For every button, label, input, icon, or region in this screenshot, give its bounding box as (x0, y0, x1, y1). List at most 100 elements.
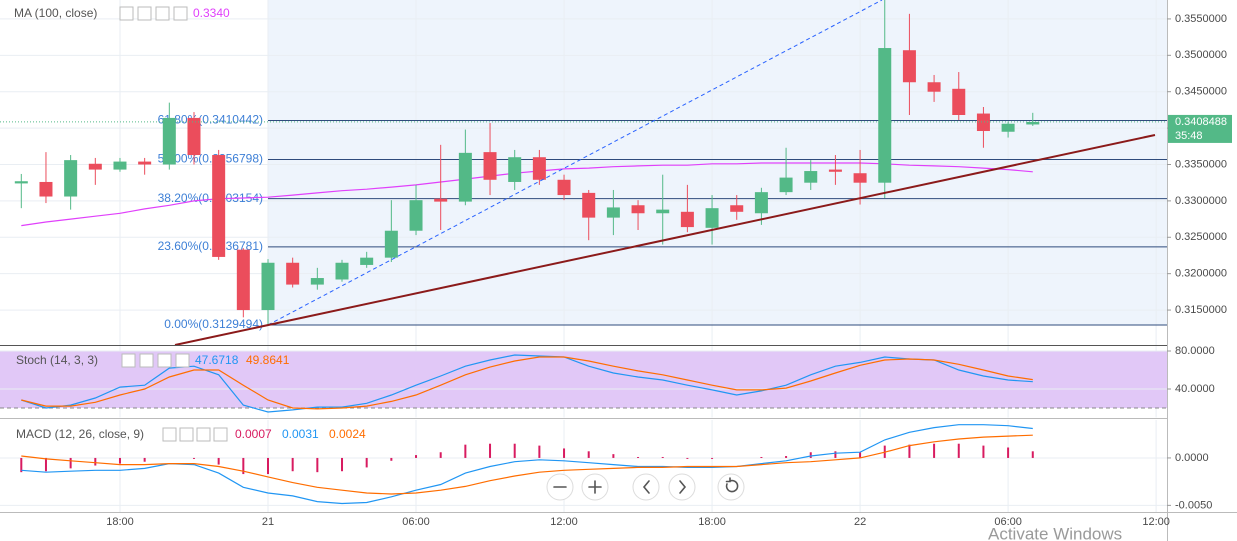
trend-line (174, 134, 1156, 345)
y-tick-label: 0.0000 (1175, 452, 1209, 464)
ma-line (21, 162, 1033, 227)
histogram-bar (563, 448, 566, 458)
candle-body (286, 262, 300, 285)
histogram-bar (217, 457, 220, 465)
histogram-bar (69, 457, 72, 469)
add-icon[interactable] (157, 353, 172, 368)
histogram-bar (686, 457, 689, 459)
histogram-bar (834, 451, 837, 458)
fib-level-label: 38.20%(0.3303154) (158, 191, 263, 205)
histogram-bar (859, 452, 862, 458)
reset-button[interactable] (717, 473, 745, 501)
x-tick-label: 18:00 (106, 516, 134, 528)
candle-body (384, 230, 398, 258)
candle-body (138, 161, 152, 165)
stoch-legend: Stoch (14, 3, 3) (16, 353, 98, 367)
close-icon[interactable] (173, 6, 188, 21)
scroll-right-button[interactable] (668, 473, 696, 501)
y-tick-label: 80.0000 (1175, 345, 1215, 357)
navigation[interactable] (546, 473, 745, 501)
macd-line (21, 424, 1033, 505)
legend-icons[interactable] (162, 427, 228, 442)
candle-body (310, 278, 324, 285)
settings-icon[interactable] (139, 353, 154, 368)
histogram-bar (760, 456, 763, 458)
histogram-bar (612, 454, 615, 458)
close-icon[interactable] (175, 353, 190, 368)
close-icon[interactable] (213, 427, 228, 442)
candle-body (360, 257, 374, 265)
left-icon (642, 480, 650, 494)
candle-body (434, 198, 448, 202)
candle-body (853, 173, 867, 183)
candle-body (508, 157, 522, 182)
candle-body (927, 82, 941, 92)
legend-icons[interactable] (121, 353, 190, 368)
histogram-bar (44, 457, 47, 472)
eye-icon[interactable] (162, 427, 177, 442)
histogram-bar (982, 445, 985, 458)
y-tick-label: 0.3150000 (1175, 304, 1227, 316)
histogram-bar (439, 452, 442, 458)
histogram-bar (1007, 447, 1010, 458)
histogram-bar (192, 457, 195, 459)
candle-body (1001, 123, 1015, 132)
fib-level-label: 0.00%(0.3129494) (164, 317, 263, 331)
histogram-bar (143, 457, 146, 462)
macd-pane (0, 420, 1167, 512)
candle-body (902, 50, 916, 83)
candle-body (39, 181, 53, 197)
eye-icon[interactable] (119, 6, 134, 21)
candle-body (582, 192, 596, 218)
macd-line (21, 434, 1033, 495)
candle-body (458, 152, 472, 202)
histogram-bar (94, 457, 97, 466)
axes: 0.3150000 0.3200000 0.3250000 0.3300000 0.33… (106, 13, 1232, 528)
settings-icon[interactable] (137, 6, 152, 21)
candle-body (631, 205, 645, 214)
histogram-bar (538, 445, 541, 458)
x-tick-label: 22 (854, 516, 866, 528)
y-tick-label: 0.3300000 (1175, 195, 1227, 207)
histogram-bar (661, 456, 664, 458)
signal-value: 0.0024 (329, 427, 366, 441)
candle-body (14, 181, 28, 184)
add-icon[interactable] (155, 6, 170, 21)
y-tick-label: 0.3450000 (1175, 86, 1227, 98)
candle-body (730, 205, 744, 212)
stoch-line (21, 356, 1033, 410)
candle-body (1026, 121, 1040, 125)
fib-level-label: 50.00%(0.3356798) (158, 152, 263, 166)
candle-body (779, 177, 793, 193)
candle-body (976, 113, 990, 132)
histogram-bar (489, 443, 492, 458)
settings-icon[interactable] (179, 427, 194, 442)
x-tick-label: 21 (262, 516, 274, 528)
price-axis (1167, 0, 1237, 512)
macd-value: 0.0031 (282, 427, 319, 441)
candle-body (212, 155, 226, 257)
candle-body (409, 200, 423, 231)
ma-legend-value: 0.3340 (193, 6, 230, 20)
fib-level-label: 23.60%(0.3236781) (158, 239, 263, 253)
add-icon[interactable] (196, 427, 211, 442)
x-tick-label: 12:00 (1142, 516, 1170, 528)
histogram-bar (118, 457, 121, 464)
histogram-bar (587, 451, 590, 458)
candle-body (557, 179, 571, 196)
legend-icons[interactable] (119, 6, 188, 21)
countdown: 35:48 (1175, 130, 1203, 142)
histogram-bar (908, 444, 911, 458)
price-pane: 61.80%(0.3410442) 50.00%(0.3356798) 38.20%… (0, 0, 1167, 345)
eye-icon[interactable] (121, 353, 136, 368)
scroll-left-button[interactable] (632, 473, 660, 501)
candle-body (606, 207, 620, 218)
y-tick-label: -0.0050 (1175, 499, 1212, 511)
candle-body (828, 169, 842, 172)
histogram-bar (267, 457, 269, 475)
histogram-bar (20, 457, 23, 473)
candle-body (680, 211, 694, 228)
drawings (174, 0, 1156, 345)
